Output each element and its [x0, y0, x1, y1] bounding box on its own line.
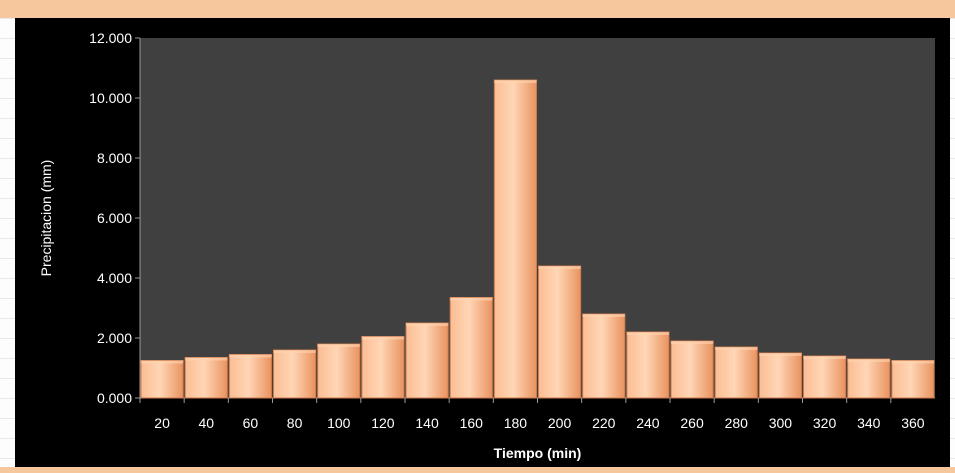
bar	[670, 340, 714, 399]
bar-top-highlight	[361, 336, 404, 340]
bar	[493, 79, 538, 399]
bar-top-highlight	[185, 357, 228, 361]
x-tick-label: 360	[901, 415, 925, 431]
bar	[891, 360, 935, 399]
bar-top-highlight	[273, 350, 316, 353]
bar-top-highlight	[715, 347, 758, 350]
bar-top-highlight	[582, 314, 625, 317]
bar-top-highlight	[671, 341, 714, 344]
bar-top-highlight	[141, 360, 184, 364]
frame-bottom-band	[0, 467, 955, 473]
bar-top-highlight	[317, 344, 360, 347]
y-tick-label: 12.000	[89, 30, 132, 46]
x-tick-label: 240	[636, 415, 660, 431]
x-tick-label: 340	[857, 415, 881, 431]
bar-top-highlight	[406, 323, 449, 326]
bar-top-highlight	[538, 266, 581, 269]
bar	[803, 355, 847, 399]
bar	[758, 352, 802, 399]
spreadsheet-edge-left	[0, 18, 15, 467]
bar	[405, 322, 449, 399]
x-tick-label: 180	[504, 415, 528, 431]
bar-top-highlight	[891, 360, 934, 364]
tick-labels: 0.000 2.000 4.000 6.000 8.000 10.000 12.000 20 4…	[89, 30, 925, 431]
bar-top-highlight	[229, 354, 272, 358]
bar	[538, 265, 582, 399]
bar	[228, 354, 272, 399]
y-tick-label: 2.000	[97, 330, 132, 346]
bar	[140, 360, 184, 399]
axes	[135, 37, 935, 403]
frame-top-band	[0, 0, 955, 18]
y-tick-label: 10.000	[89, 90, 132, 106]
x-tick-label: 20	[154, 415, 170, 431]
y-tick-label: 4.000	[97, 270, 132, 286]
x-tick-label: 280	[725, 415, 749, 431]
spreadsheet-edge-right	[950, 18, 955, 467]
bar-top-highlight	[626, 332, 669, 335]
x-tick-label: 220	[592, 415, 616, 431]
y-tick-label: 0.000	[97, 390, 132, 406]
bar	[317, 343, 361, 399]
bar-top-highlight	[450, 297, 493, 301]
bar	[714, 346, 758, 399]
x-tick-label: 80	[287, 415, 303, 431]
plot-background	[140, 38, 935, 398]
x-tick-label: 300	[769, 415, 793, 431]
y-axis-label: Precipitacion (mm)	[38, 160, 54, 277]
x-tick-label: 260	[680, 415, 704, 431]
bar	[361, 336, 405, 399]
bar	[847, 358, 891, 399]
bar	[184, 357, 228, 399]
x-tick-label: 40	[198, 415, 214, 431]
x-tick-label: 140	[415, 415, 439, 431]
x-tick-label: 100	[327, 415, 351, 431]
bar	[449, 297, 493, 399]
bar	[626, 331, 670, 399]
bar-top-highlight	[759, 353, 802, 356]
precipitation-bar-chart: 0.000 2.000 4.000 6.000 8.000 10.000 12.000 20 4…	[38, 30, 935, 461]
x-tick-label: 160	[460, 415, 484, 431]
x-tick-label: 320	[813, 415, 837, 431]
bar-top-highlight	[494, 80, 537, 83]
bars	[140, 79, 935, 399]
x-tick-label: 120	[371, 415, 395, 431]
bar	[273, 349, 317, 399]
bar-top-highlight	[803, 356, 846, 359]
y-tick-label: 6.000	[97, 210, 132, 226]
bar-top-highlight	[847, 359, 890, 362]
x-axis-label: Tiempo (min)	[494, 445, 582, 461]
x-tick-label: 200	[548, 415, 572, 431]
x-tick-label: 60	[243, 415, 259, 431]
chart-area[interactable]: 0.000 2.000 4.000 6.000 8.000 10.000 12.000 20 4…	[15, 18, 950, 467]
y-tick-label: 8.000	[97, 150, 132, 166]
bar	[582, 313, 626, 399]
